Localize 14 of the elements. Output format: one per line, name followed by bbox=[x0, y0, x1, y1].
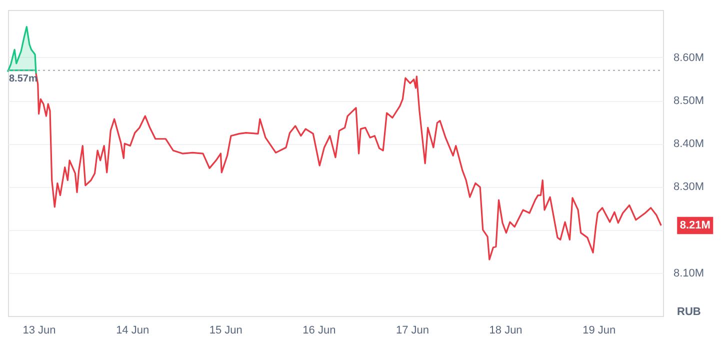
y-tick-label: 8.10M bbox=[674, 267, 704, 280]
y-tick-label: 8.50M bbox=[674, 95, 704, 108]
x-tick-label: 16 Jun bbox=[302, 324, 336, 336]
x-tick-label: 19 Jun bbox=[582, 324, 616, 336]
y-axis-title: RUB bbox=[677, 306, 701, 318]
annotation: 8.21M bbox=[680, 219, 710, 232]
x-tick-label: 14 Jun bbox=[116, 324, 150, 336]
y-tick-label: 8.60M bbox=[674, 52, 704, 64]
y-tick-label: 8.30M bbox=[674, 181, 704, 194]
x-tick-label: 13 Jun bbox=[22, 324, 56, 336]
x-tick-label: 15 Jun bbox=[209, 324, 242, 336]
y-tick-label: 8.40M bbox=[674, 138, 704, 150]
x-tick-label: 17 Jun bbox=[396, 324, 430, 336]
x-tick-label: 18 Jun bbox=[489, 324, 522, 336]
